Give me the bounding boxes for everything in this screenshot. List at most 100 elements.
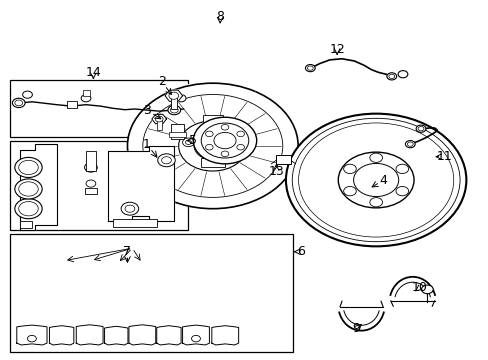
Text: 9: 9 — [352, 322, 360, 335]
Text: 10: 10 — [411, 281, 427, 294]
Circle shape — [86, 180, 96, 187]
Text: 5: 5 — [189, 134, 197, 147]
Circle shape — [221, 151, 228, 157]
Bar — [170, 96, 176, 109]
Circle shape — [298, 123, 453, 237]
Circle shape — [343, 186, 356, 196]
Circle shape — [397, 71, 407, 78]
Text: 13: 13 — [268, 165, 284, 177]
Circle shape — [191, 336, 200, 342]
Circle shape — [307, 66, 313, 70]
Polygon shape — [76, 325, 103, 345]
Circle shape — [236, 144, 244, 150]
Circle shape — [407, 142, 412, 146]
Bar — [276, 155, 290, 164]
Circle shape — [201, 123, 248, 158]
Circle shape — [22, 91, 32, 98]
Circle shape — [305, 64, 315, 72]
Text: 2: 2 — [157, 75, 165, 88]
Circle shape — [236, 131, 244, 137]
Circle shape — [178, 121, 246, 171]
Polygon shape — [211, 326, 238, 345]
Circle shape — [155, 116, 163, 122]
Circle shape — [15, 157, 42, 177]
Polygon shape — [104, 326, 128, 345]
Circle shape — [19, 202, 38, 216]
Circle shape — [176, 95, 185, 102]
Text: 7: 7 — [123, 245, 131, 258]
Circle shape — [15, 100, 22, 106]
Circle shape — [417, 127, 423, 131]
Circle shape — [125, 205, 135, 212]
Circle shape — [81, 95, 91, 102]
Circle shape — [12, 98, 25, 108]
Circle shape — [194, 132, 231, 160]
Text: 11: 11 — [436, 150, 451, 163]
Circle shape — [182, 138, 194, 147]
Text: 4: 4 — [379, 174, 386, 186]
Circle shape — [388, 74, 394, 78]
Circle shape — [167, 105, 180, 115]
Circle shape — [338, 152, 413, 208]
Bar — [168, 132, 185, 137]
Circle shape — [185, 140, 191, 144]
Polygon shape — [182, 325, 209, 345]
Circle shape — [395, 186, 408, 196]
Text: 6: 6 — [296, 245, 304, 258]
Circle shape — [158, 154, 175, 167]
Text: 8: 8 — [216, 10, 224, 23]
Circle shape — [170, 107, 178, 113]
Bar — [157, 119, 161, 130]
Text: 12: 12 — [328, 42, 345, 55]
Bar — [20, 221, 32, 228]
Bar — [85, 188, 97, 194]
Polygon shape — [49, 326, 74, 345]
Circle shape — [421, 285, 432, 294]
Bar — [200, 158, 224, 167]
Circle shape — [15, 199, 42, 219]
Circle shape — [205, 144, 213, 150]
Polygon shape — [108, 146, 173, 221]
Polygon shape — [157, 326, 181, 345]
Polygon shape — [20, 144, 57, 230]
Circle shape — [369, 153, 382, 162]
Circle shape — [127, 83, 298, 209]
Circle shape — [168, 92, 178, 99]
Bar — [113, 220, 157, 226]
Bar — [10, 234, 293, 352]
Bar — [66, 101, 77, 108]
Polygon shape — [152, 114, 166, 124]
Polygon shape — [129, 325, 156, 345]
Circle shape — [395, 164, 408, 174]
Circle shape — [285, 114, 466, 246]
Text: 14: 14 — [85, 66, 101, 79]
Bar — [203, 116, 222, 125]
Circle shape — [19, 182, 38, 196]
Polygon shape — [17, 325, 47, 345]
Polygon shape — [164, 90, 182, 101]
Circle shape — [405, 140, 414, 148]
Circle shape — [369, 198, 382, 207]
Circle shape — [19, 160, 38, 175]
Circle shape — [343, 164, 356, 174]
Circle shape — [386, 73, 396, 80]
Bar — [82, 90, 90, 96]
Bar — [10, 140, 188, 230]
Bar — [171, 125, 183, 139]
Circle shape — [213, 132, 236, 149]
Circle shape — [193, 117, 256, 164]
Bar — [10, 80, 188, 137]
Text: 3: 3 — [143, 104, 151, 117]
Circle shape — [161, 157, 171, 164]
Circle shape — [27, 336, 36, 342]
Circle shape — [415, 125, 425, 132]
Circle shape — [205, 131, 213, 137]
Circle shape — [121, 202, 139, 215]
Circle shape — [221, 125, 228, 130]
Circle shape — [15, 179, 42, 199]
Circle shape — [353, 163, 398, 197]
Bar — [86, 151, 96, 171]
Circle shape — [292, 118, 459, 242]
Circle shape — [84, 163, 97, 172]
Circle shape — [142, 94, 282, 197]
